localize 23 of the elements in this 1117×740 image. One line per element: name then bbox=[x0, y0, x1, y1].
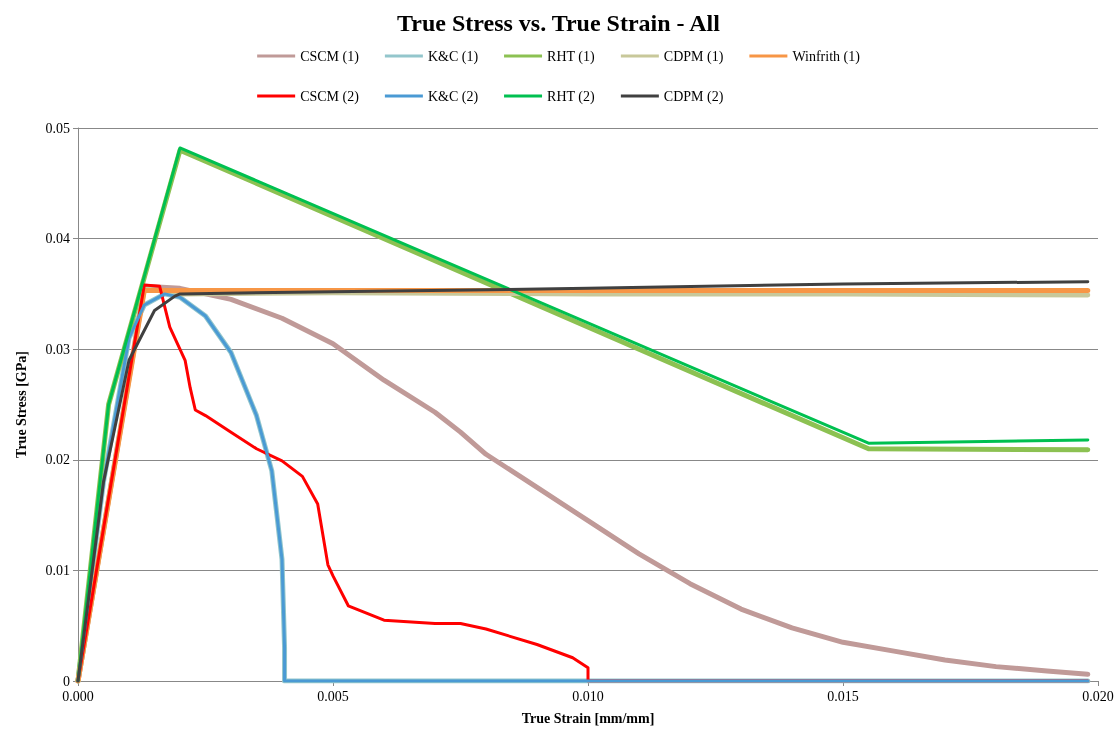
x-tick-label: 0.020 bbox=[1082, 688, 1114, 704]
x-tick-label: 0.000 bbox=[62, 688, 94, 704]
y-tick-label: 0.01 bbox=[45, 562, 70, 578]
y-tick-label: 0.03 bbox=[45, 341, 70, 357]
y-tick-label: 0.02 bbox=[45, 452, 70, 468]
legend-label: K&C (2) bbox=[427, 88, 479, 105]
x-tick-label: 0.005 bbox=[317, 688, 349, 704]
y-tick-label: 0.05 bbox=[45, 120, 70, 136]
legend-label: CSCM (2) bbox=[300, 88, 360, 105]
x-tick-label: 0.015 bbox=[827, 688, 859, 704]
x-axis-title: True Strain [mm/mm] bbox=[521, 710, 655, 726]
legend-label: RHT (1) bbox=[547, 48, 595, 65]
y-tick-label: 0.04 bbox=[45, 231, 70, 247]
chart-title: True Stress vs. True Strain - All bbox=[397, 10, 721, 36]
legend-label: CDPM (1) bbox=[663, 48, 724, 65]
legend-label: CSCM (1) bbox=[300, 48, 360, 65]
x-tick-label: 0.010 bbox=[572, 688, 604, 704]
legend-label: CDPM (2) bbox=[663, 88, 724, 105]
legend-label: RHT (2) bbox=[547, 88, 595, 105]
y-axis-title: True Stress [GPa] bbox=[13, 351, 29, 458]
legend-label: K&C (1) bbox=[427, 48, 479, 65]
legend-label: Winfrith (1) bbox=[792, 48, 861, 65]
y-tick-label: 0 bbox=[63, 673, 70, 689]
